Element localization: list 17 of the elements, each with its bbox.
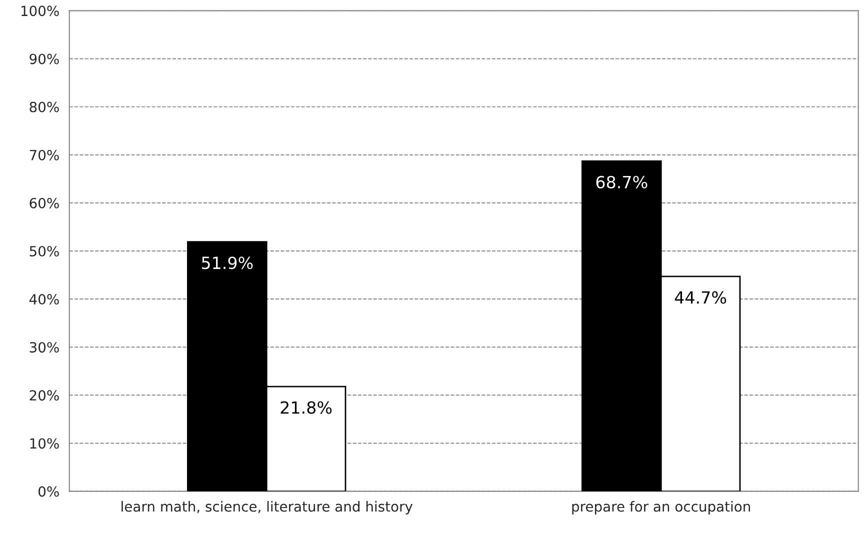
data-label: 51.9% xyxy=(202,256,253,270)
data-label: 68.7% xyxy=(596,176,648,188)
y-tick-label: 30% xyxy=(30,342,59,353)
y-tick-label: 60% xyxy=(30,198,59,208)
x-tick-label: prepare for an occupation xyxy=(572,501,750,514)
x-tick-label: learn math, science, literature and history xyxy=(122,501,413,514)
y-tick-label: 10% xyxy=(30,438,59,449)
y-tick-label: 20% xyxy=(30,390,59,401)
data-label: 21.8% xyxy=(280,401,332,414)
y-tick-label: 50% xyxy=(30,246,59,256)
y-tick-label: 100% xyxy=(21,6,59,16)
y-tick-label: 0% xyxy=(38,486,59,497)
data-label: 44.7% xyxy=(674,291,726,304)
y-tick-label: 90% xyxy=(30,54,59,64)
y-tick-label: 40% xyxy=(29,294,59,305)
y-tick-label: 80% xyxy=(30,102,59,112)
y-tick-label: 70% xyxy=(30,150,59,160)
